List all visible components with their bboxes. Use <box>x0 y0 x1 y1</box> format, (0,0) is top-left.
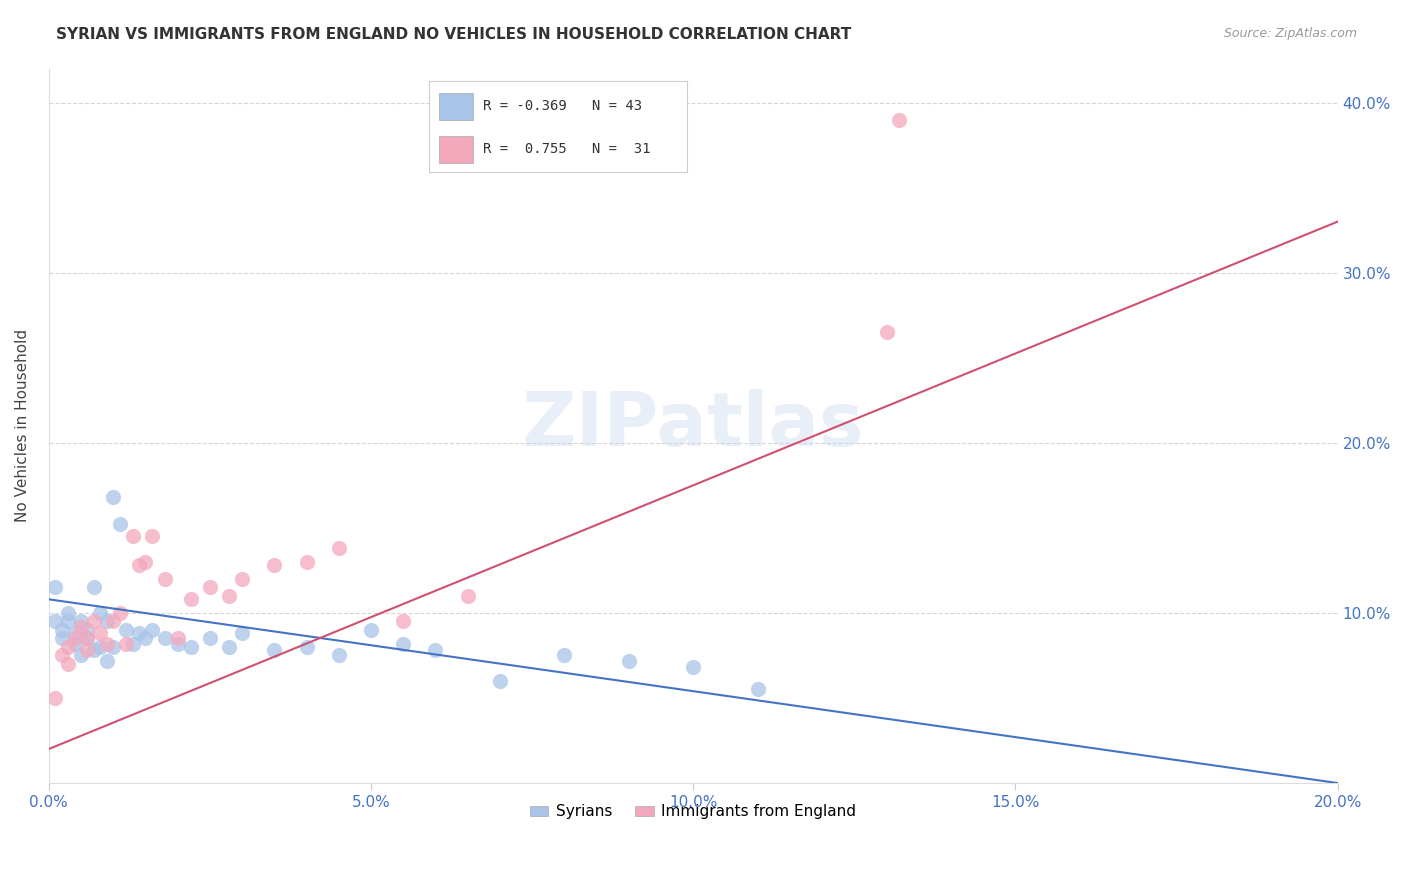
Point <box>44 615 66 629</box>
Point <box>876 325 898 339</box>
Point <box>76 632 98 646</box>
Point <box>457 589 479 603</box>
Point <box>108 517 131 532</box>
Point <box>141 529 163 543</box>
Point <box>360 623 382 637</box>
Point <box>103 615 125 629</box>
Point <box>134 555 156 569</box>
Point <box>889 112 911 127</box>
Y-axis label: No Vehicles in Household: No Vehicles in Household <box>15 329 30 523</box>
Point <box>295 640 318 654</box>
Point <box>70 648 93 663</box>
Point <box>328 541 350 556</box>
Point <box>83 581 105 595</box>
Point <box>96 636 118 650</box>
Point <box>128 558 150 573</box>
Point <box>89 640 111 654</box>
Point <box>83 643 105 657</box>
Point <box>153 572 176 586</box>
Point <box>166 632 188 646</box>
Point <box>425 643 447 657</box>
Point <box>63 636 86 650</box>
Point <box>166 636 188 650</box>
Point <box>56 657 79 671</box>
Point <box>231 572 253 586</box>
Point <box>89 606 111 620</box>
Point <box>141 623 163 637</box>
Point <box>56 615 79 629</box>
Point <box>115 623 138 637</box>
Point <box>108 606 131 620</box>
Point <box>115 636 138 650</box>
Point <box>103 640 125 654</box>
Point <box>44 581 66 595</box>
Point <box>103 490 125 504</box>
Point <box>56 640 79 654</box>
Point <box>83 615 105 629</box>
Point <box>96 615 118 629</box>
Point <box>51 632 73 646</box>
Point <box>328 648 350 663</box>
Point <box>392 615 415 629</box>
Point <box>682 660 704 674</box>
Point <box>747 682 769 697</box>
Point <box>198 632 221 646</box>
Point <box>218 589 240 603</box>
Point <box>128 626 150 640</box>
Text: Source: ZipAtlas.com: Source: ZipAtlas.com <box>1223 27 1357 40</box>
Point <box>121 529 143 543</box>
Point <box>617 654 640 668</box>
Point <box>218 640 240 654</box>
Point <box>489 673 512 688</box>
Point <box>76 643 98 657</box>
Point <box>392 636 415 650</box>
Point <box>96 654 118 668</box>
Point <box>70 615 93 629</box>
Point <box>89 626 111 640</box>
Point <box>76 632 98 646</box>
Point <box>553 648 575 663</box>
Point <box>231 626 253 640</box>
Text: SYRIAN VS IMMIGRANTS FROM ENGLAND NO VEHICLES IN HOUSEHOLD CORRELATION CHART: SYRIAN VS IMMIGRANTS FROM ENGLAND NO VEH… <box>56 27 852 42</box>
Point <box>51 648 73 663</box>
Point <box>63 626 86 640</box>
Point <box>76 623 98 637</box>
Legend: Syrians, Immigrants from England: Syrians, Immigrants from England <box>524 798 862 825</box>
Point <box>295 555 318 569</box>
Text: ZIPatlas: ZIPatlas <box>522 389 865 462</box>
Point <box>56 606 79 620</box>
Point <box>121 636 143 650</box>
Point <box>63 632 86 646</box>
Point <box>198 581 221 595</box>
Point <box>51 623 73 637</box>
Point <box>134 632 156 646</box>
Point <box>180 592 202 607</box>
Point <box>44 690 66 705</box>
Point <box>70 619 93 633</box>
Point <box>153 632 176 646</box>
Point <box>263 558 285 573</box>
Point <box>180 640 202 654</box>
Point <box>263 643 285 657</box>
